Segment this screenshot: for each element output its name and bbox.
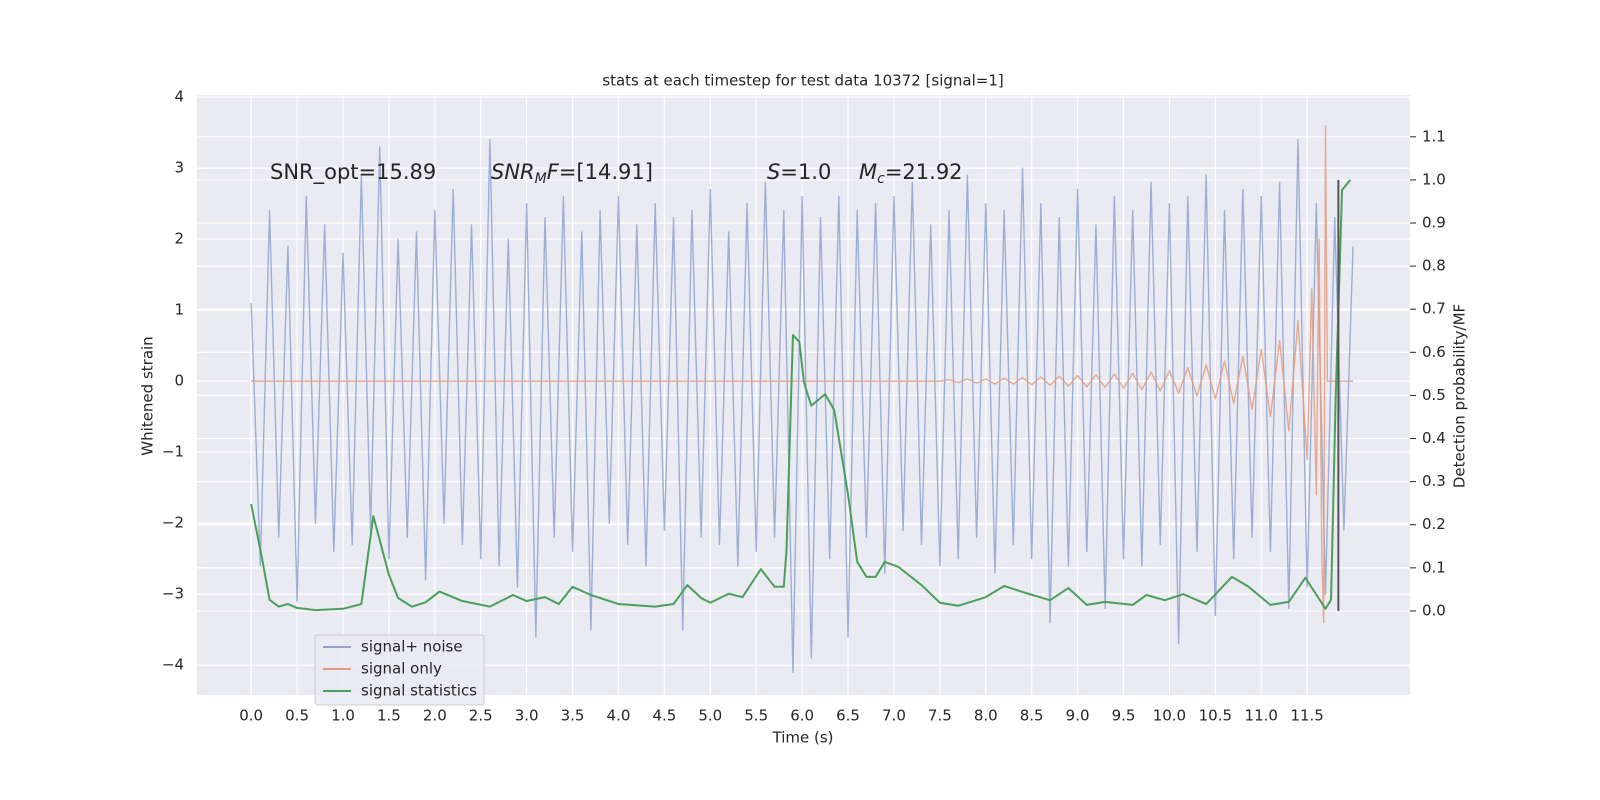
x-tick-label: 9.5 bbox=[1112, 707, 1136, 725]
y2-tick-label: 0.0 bbox=[1422, 601, 1446, 619]
y-tick-label: 4 bbox=[174, 88, 184, 106]
x-axis-label: Time (s) bbox=[772, 729, 834, 747]
x-tick-label: 4.0 bbox=[607, 707, 631, 725]
x-tick-label: 1.0 bbox=[331, 707, 355, 725]
y-axis-label: Whitened strain bbox=[139, 336, 157, 455]
y-tick-label: 0 bbox=[174, 372, 184, 390]
y2-tick-label: 0.8 bbox=[1422, 257, 1446, 275]
y2-tick-label: 0.6 bbox=[1422, 343, 1446, 361]
y-tick-label: 1 bbox=[174, 301, 184, 319]
annotation: SNR_opt=15.89 bbox=[270, 160, 436, 185]
y2-tick-label: 0.7 bbox=[1422, 300, 1446, 318]
x-tick-label: 4.5 bbox=[652, 707, 676, 725]
annotation-part: =21.92 bbox=[885, 160, 963, 184]
annotation-part: F bbox=[547, 160, 560, 184]
annotation-part: M bbox=[535, 171, 547, 187]
legend-label: signal+ noise bbox=[361, 638, 463, 656]
y-tick-label: 2 bbox=[174, 230, 184, 248]
y-tick-label: −2 bbox=[162, 514, 184, 532]
annotation-part: S bbox=[767, 160, 780, 184]
legend-label: signal only bbox=[361, 660, 442, 678]
x-tick-label: 1.5 bbox=[377, 707, 401, 725]
x-tick-label: 5.5 bbox=[744, 707, 768, 725]
annotation-part: M bbox=[859, 160, 877, 184]
x-tick-label: 5.0 bbox=[698, 707, 722, 725]
y-tick-label: −4 bbox=[162, 656, 184, 674]
x-tick-label: 7.5 bbox=[928, 707, 952, 725]
y2-axis-label: Detection probability/MF bbox=[1451, 304, 1469, 488]
annotation: Mc=21.92 bbox=[859, 160, 963, 187]
annotation-part: =1.0 bbox=[780, 160, 831, 184]
y2-tick-label: 0.1 bbox=[1422, 558, 1446, 576]
x-tick-label: 8.0 bbox=[974, 707, 998, 725]
x-tick-label: 0.5 bbox=[285, 707, 309, 725]
x-tick-label: 11.5 bbox=[1290, 707, 1323, 725]
chart-title: stats at each timestep for test data 103… bbox=[602, 72, 1003, 90]
y2-tick-label: 0.3 bbox=[1422, 472, 1446, 490]
y-tick-label: −1 bbox=[162, 443, 184, 461]
y-tick-label: 3 bbox=[174, 159, 184, 177]
x-tick-label: 10.0 bbox=[1153, 707, 1186, 725]
x-tick-label: 3.0 bbox=[515, 707, 539, 725]
annotation-part: SNR_opt=15.89 bbox=[270, 160, 436, 185]
x-tick-label: 7.0 bbox=[882, 707, 906, 725]
annotation-part: c bbox=[877, 171, 885, 187]
y2-tick-label: 1.1 bbox=[1422, 127, 1446, 145]
annotation: SNRMF=[14.91] bbox=[491, 160, 653, 187]
y2-tick-label: 0.4 bbox=[1422, 429, 1446, 447]
x-tick-label: 10.5 bbox=[1199, 707, 1232, 725]
x-tick-label: 8.5 bbox=[1020, 707, 1044, 725]
annotation-part: SNR bbox=[491, 160, 535, 184]
x-tick-label: 11.0 bbox=[1245, 707, 1278, 725]
y-tick-label: −3 bbox=[162, 585, 184, 603]
x-tick-label: 2.5 bbox=[469, 707, 493, 725]
legend-box bbox=[314, 634, 485, 706]
x-tick-label: 6.5 bbox=[836, 707, 860, 725]
annotation: S=1.0 bbox=[767, 160, 831, 184]
x-tick-label: 9.0 bbox=[1066, 707, 1090, 725]
legend-label: signal statistics bbox=[361, 682, 477, 700]
series-line bbox=[250, 179, 1352, 612]
y2-tick-label: 0.2 bbox=[1422, 515, 1446, 533]
y2-tick-label: 0.5 bbox=[1422, 386, 1446, 404]
series-line bbox=[251, 124, 1354, 624]
y2-tick-label: 0.9 bbox=[1422, 214, 1446, 232]
x-tick-label: 2.0 bbox=[423, 707, 447, 725]
annotation-part: =[14.91] bbox=[559, 160, 653, 184]
x-tick-label: 6.0 bbox=[790, 707, 814, 725]
x-tick-label: 0.0 bbox=[239, 707, 263, 725]
y2-tick-label: 1.0 bbox=[1422, 170, 1446, 188]
x-tick-label: 3.5 bbox=[561, 707, 585, 725]
series-line bbox=[250, 139, 1354, 673]
